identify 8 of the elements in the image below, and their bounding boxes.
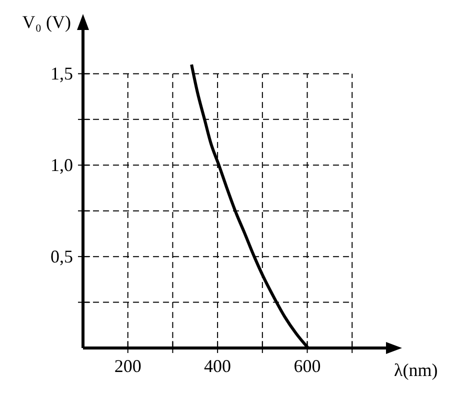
x-tick-label: 600: [294, 356, 321, 376]
x-tick-label: 400: [204, 356, 232, 376]
y-axis-title: V₀ (V): [22, 12, 71, 32]
x-axis-title: λ(nm): [394, 360, 438, 380]
x-tick-label: 200: [114, 356, 142, 376]
y-tick-label: 1,0: [50, 155, 73, 176]
y-tick-label: 0,5: [50, 246, 73, 267]
y-tick-label: 1,5: [50, 64, 73, 84]
